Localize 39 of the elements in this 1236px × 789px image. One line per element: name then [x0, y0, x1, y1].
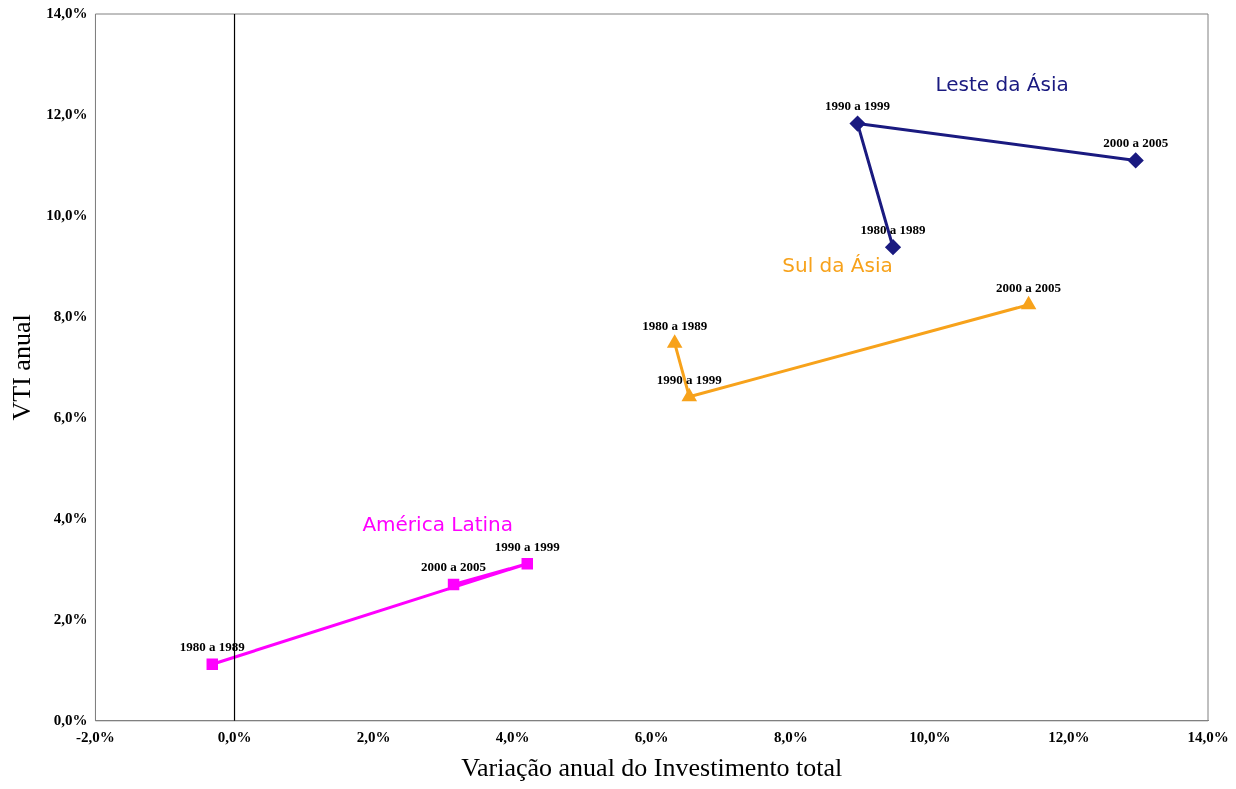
y-tick-label: 4,0% [53, 509, 88, 526]
point [1128, 152, 1144, 168]
x-tick-label: 2,0% [356, 728, 391, 745]
y-tick-label: 8,0% [53, 307, 88, 324]
x-tick-label: 6,0% [634, 728, 669, 745]
annotation: 1980 a 1989 [642, 318, 708, 334]
annotation: 2000 a 2005 [1103, 135, 1169, 151]
x-tick-label: 8,0% [773, 728, 808, 745]
text: Sul da Ásia [782, 253, 893, 277]
point [682, 389, 696, 402]
y-axis-title: VTI anual [7, 314, 37, 421]
annotation: 2000 a 2005 [421, 559, 487, 575]
point [850, 116, 866, 132]
y-tick-label: 14,0% [46, 4, 88, 21]
point [885, 239, 901, 255]
x-axis-title: Variação anual do Investimento total [461, 753, 843, 783]
x-tick-label: -2,0% [76, 728, 115, 745]
y-tick-label: 10,0% [46, 206, 88, 223]
x-tick-label: 10,0% [909, 728, 951, 745]
point [447, 578, 460, 591]
y-tick-label: 6,0% [53, 408, 88, 425]
series-label: Leste da Ásia [935, 71, 1069, 96]
y-tick-label: 0,0% [53, 711, 88, 728]
x-tick-label: 14,0% [1187, 728, 1229, 745]
point [521, 558, 533, 570]
annotation: 1990 a 1999 [656, 371, 723, 387]
point [206, 658, 219, 670]
point [1021, 297, 1036, 310]
x-tick-label: 0,0% [217, 728, 252, 745]
x-tick-label: 4,0% [495, 728, 530, 745]
point [667, 335, 682, 348]
y-tick-label: 12,0% [46, 105, 88, 122]
annotation: 1990 a 1999 [494, 538, 561, 554]
x-tick-label: 12,0% [1048, 728, 1090, 745]
annotation: 1980 a 1989 [860, 222, 927, 238]
series-label: América Latina [362, 511, 513, 536]
y-tick-label: 2,0% [53, 610, 88, 627]
annotation: 2000 a 2005 [996, 279, 1062, 295]
annotation: 1990 a 1999 [825, 98, 891, 114]
